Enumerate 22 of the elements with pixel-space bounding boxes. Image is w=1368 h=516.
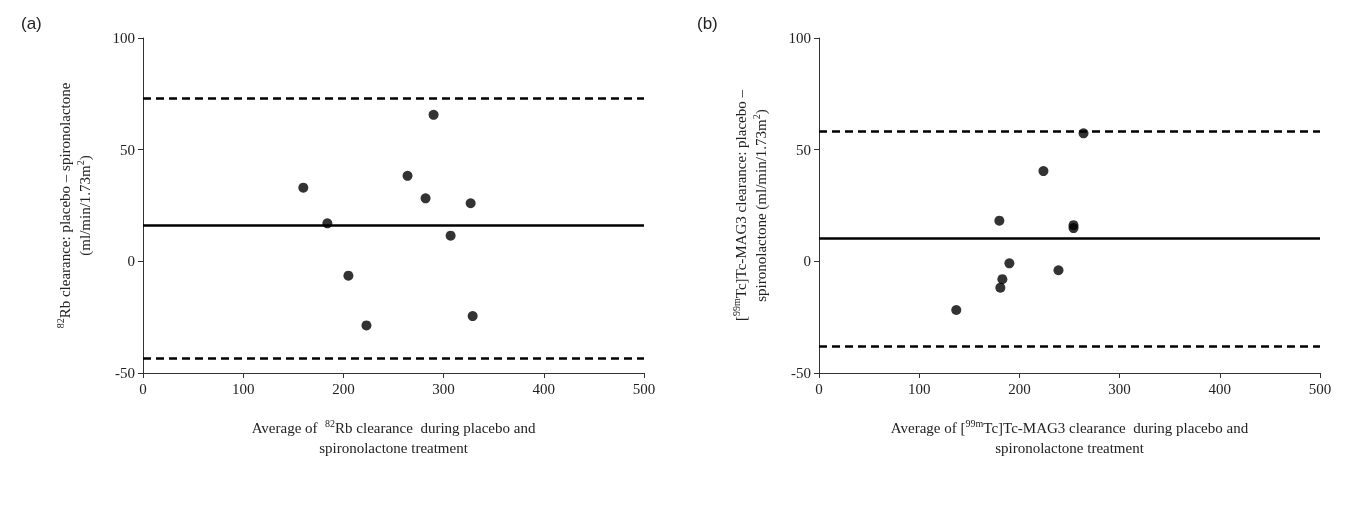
y-tick-label: 100 (788, 30, 811, 46)
x-tick-label: 100 (907, 380, 931, 397)
x-tick-label: 400 (532, 380, 556, 397)
x-tick-label: 200 (1008, 380, 1031, 397)
y-tick-label: 100 (112, 30, 135, 46)
y-tick-label: 50 (796, 141, 811, 158)
chart-title: (a) (21, 14, 42, 33)
x-tick-label: 0 (815, 380, 823, 397)
y-tick-label: -50 (115, 365, 135, 381)
x-tick-label: 500 (632, 380, 656, 397)
x-tick-label: 400 (1208, 380, 1232, 397)
x-tick-label: 200 (332, 380, 355, 397)
x-tick-label: 100 (231, 380, 255, 397)
y-tick-label: 0 (803, 253, 811, 270)
y-tick-label: -50 (791, 365, 811, 381)
x-tick-label: 0 (139, 380, 147, 397)
y-tick-label: 0 (127, 253, 135, 270)
x-tick-label: 300 (1108, 380, 1131, 397)
x-tick-label: 300 (432, 380, 455, 397)
chart-title: (b) (697, 14, 718, 33)
y-tick-label: 50 (120, 141, 135, 158)
x-tick-label: 500 (1308, 380, 1332, 397)
